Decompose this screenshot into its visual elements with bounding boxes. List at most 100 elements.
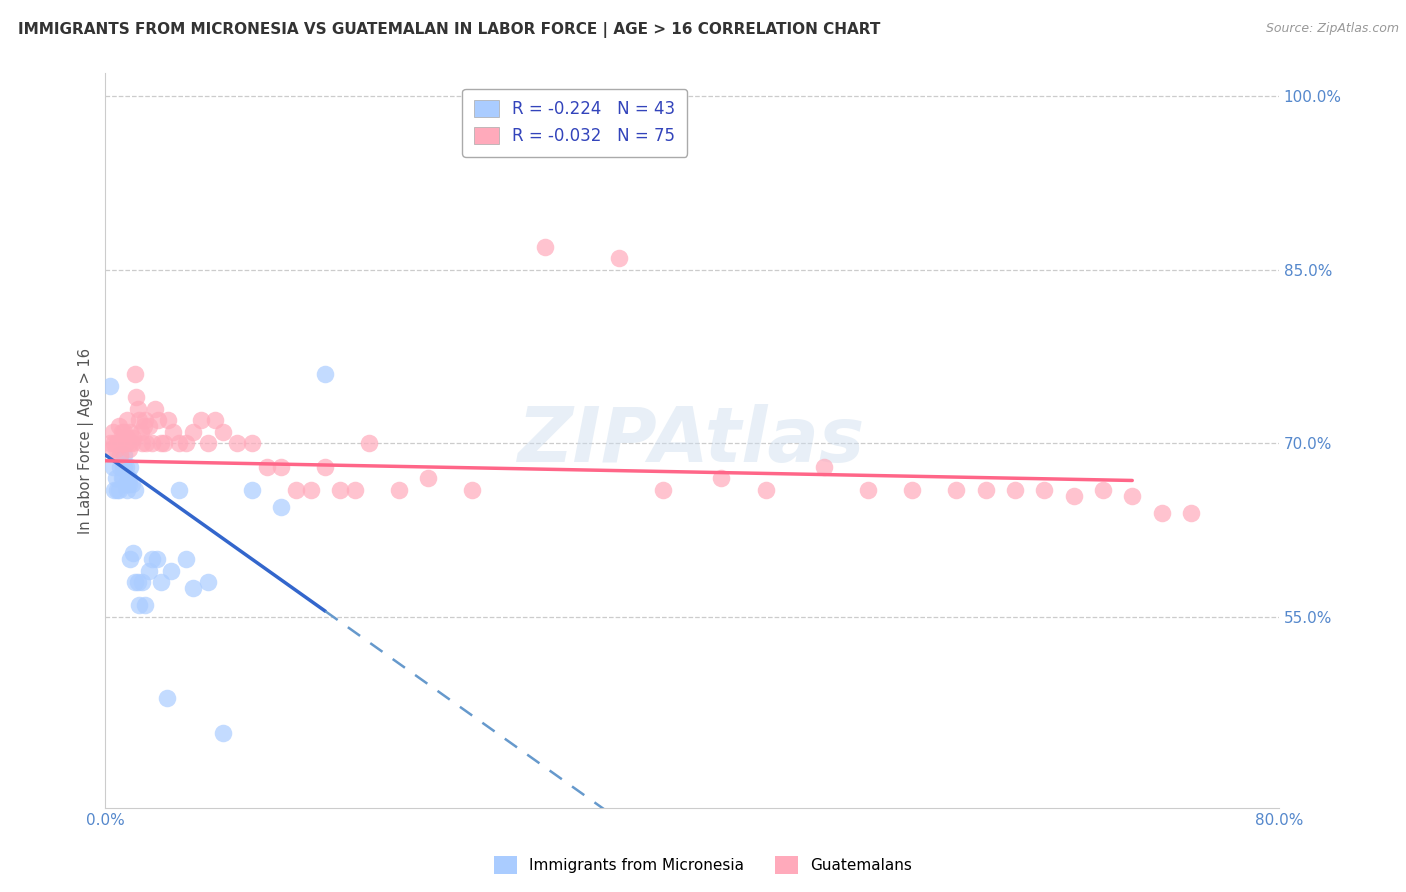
Point [156,691,179,706]
Point [134,413,156,427]
Point [114,436,136,450]
Point [132,419,155,434]
Point [183,425,205,439]
Point [108,436,131,450]
Point [124,575,146,590]
Point [256,459,278,474]
Point [359,436,381,450]
Point [129,425,152,439]
Point [813,459,835,474]
Point [111,471,134,485]
Point [153,436,176,450]
Point [183,581,205,595]
Point [190,413,212,427]
Point [114,448,136,462]
Point [314,367,336,381]
Point [122,431,145,445]
Point [101,425,124,439]
Point [270,500,292,514]
Legend: R = -0.224   N = 43, R = -0.032   N = 75: R = -0.224 N = 43, R = -0.032 N = 75 [463,88,688,157]
Point [1150,506,1173,520]
Point [103,483,125,497]
Point [128,599,150,613]
Point [115,436,138,450]
Point [131,575,153,590]
Point [117,431,139,445]
Point [115,477,138,491]
Point [141,552,163,566]
Point [122,546,145,560]
Point [118,442,141,457]
Point [98,436,121,450]
Point [138,564,160,578]
Point [143,401,166,416]
Point [120,552,142,566]
Point [103,436,125,450]
Point [343,483,366,497]
Point [240,436,263,450]
Point [204,413,226,427]
Point [197,436,219,450]
Point [131,436,153,450]
Point [299,483,322,497]
Point [127,401,149,416]
Point [105,436,128,450]
Point [118,436,141,450]
Point [120,425,142,439]
Point [388,483,411,497]
Point [141,436,163,450]
Point [107,483,129,497]
Point [134,599,156,613]
Point [607,251,630,265]
Text: ZIPAtlas: ZIPAtlas [519,403,866,477]
Point [1063,489,1085,503]
Point [104,442,127,457]
Text: IMMIGRANTS FROM MICRONESIA VS GUATEMALAN IN LABOR FORCE | AGE > 16 CORRELATION C: IMMIGRANTS FROM MICRONESIA VS GUATEMALAN… [18,22,880,38]
Point [174,552,197,566]
Point [117,413,139,427]
Point [710,471,733,485]
Point [118,471,141,485]
Legend: Immigrants from Micronesia, Guatemalans: Immigrants from Micronesia, Guatemalans [488,850,918,880]
Point [1121,489,1143,503]
Point [110,425,132,439]
Point [167,436,190,450]
Point [901,483,924,497]
Point [461,483,484,497]
Point [148,413,170,427]
Point [240,483,263,497]
Point [162,425,184,439]
Point [856,483,879,497]
Point [211,726,233,740]
Point [157,413,180,427]
Point [124,483,146,497]
Point [108,459,131,474]
Point [108,448,131,462]
Point [107,419,129,434]
Point [1033,483,1056,497]
Point [121,477,143,491]
Point [150,575,173,590]
Point [1091,483,1114,497]
Point [108,448,131,462]
Point [211,425,233,439]
Y-axis label: In Labor Force | Age > 16: In Labor Force | Age > 16 [79,348,94,533]
Point [98,378,121,392]
Point [114,425,136,439]
Point [1180,506,1202,520]
Point [135,436,157,450]
Point [974,483,997,497]
Point [270,459,292,474]
Point [651,483,673,497]
Point [197,575,219,590]
Point [945,483,967,497]
Text: Source: ZipAtlas.com: Source: ZipAtlas.com [1265,22,1399,36]
Point [127,575,149,590]
Point [167,483,190,497]
Point [1004,483,1026,497]
Point [226,436,249,450]
Point [101,459,124,474]
Point [121,436,143,450]
Point [125,390,148,404]
Point [416,471,439,485]
